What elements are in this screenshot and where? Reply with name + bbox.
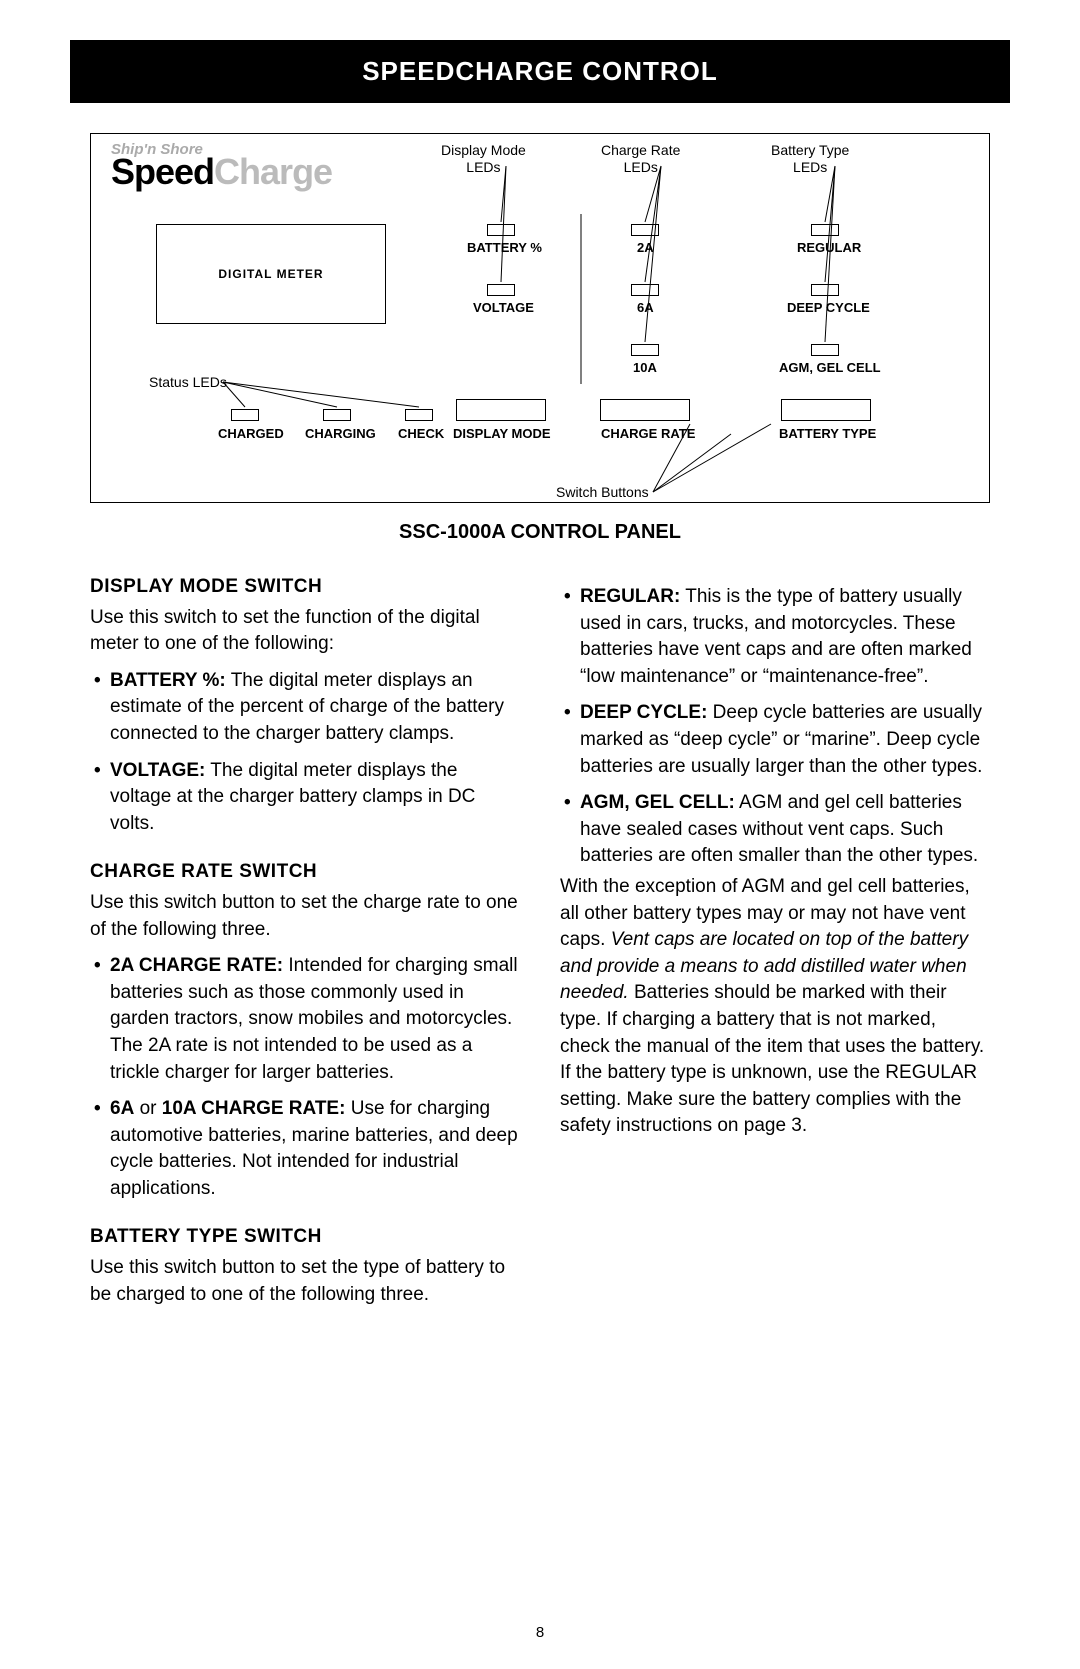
callout-switch: Switch Buttons (556, 484, 649, 501)
led-voltage (487, 284, 515, 296)
para-display-mode: Use this switch to set the function of t… (90, 605, 520, 658)
label-agm: AGM, GEL CELL (779, 360, 881, 375)
digital-meter: DIGITAL METER (156, 224, 386, 324)
item-regular: REGULAR: This is the type of battery usu… (560, 584, 990, 690)
callout-battery-type: Battery TypeLEDs (771, 142, 849, 176)
item-6a-10a: 6A or 10A CHARGE RATE: Use for charging … (90, 1096, 520, 1202)
label-6a: 6A (637, 300, 654, 315)
item-2a: 2A CHARGE RATE: Intended for charging sm… (90, 953, 520, 1086)
callout-display-mode: Display ModeLEDs (441, 142, 526, 176)
led-agm (811, 344, 839, 356)
label-charging: CHARGING (305, 426, 376, 441)
panel-title: SSC-1000A CONTROL PANEL (90, 521, 990, 544)
item-voltage: VOLTAGE: The digital meter displays the … (90, 758, 520, 838)
header-bar: SPEEDCHARGE CONTROL (70, 40, 1010, 103)
para-vent-caps: With the exception of AGM and gel cell b… (560, 874, 990, 1140)
logo-speed: Speed (111, 151, 214, 192)
led-2a (631, 224, 659, 236)
led-battery-pct (487, 224, 515, 236)
label-voltage: VOLTAGE (473, 300, 534, 315)
led-charged (231, 409, 259, 421)
logo: Ship'n Shore SpeedCharge (111, 144, 332, 187)
callout-status: Status LEDs (149, 374, 227, 391)
header-title: SPEEDCHARGE CONTROL (362, 56, 718, 86)
para-battery-type: Use this switch button to set the type o… (90, 1255, 520, 1308)
heading-display-mode: DISPLAY MODE SWITCH (90, 574, 520, 601)
label-btn-display-mode: DISPLAY MODE (453, 426, 551, 441)
button-battery-type (781, 399, 871, 421)
label-btn-charge-rate: CHARGE RATE (601, 426, 695, 441)
label-check: CHECK (398, 426, 444, 441)
label-regular: REGULAR (797, 240, 861, 255)
led-charging (323, 409, 351, 421)
logo-charge: Charge (214, 151, 332, 192)
label-10a: 10A (633, 360, 657, 375)
label-btn-battery-type: BATTERY TYPE (779, 426, 876, 441)
label-deep-cycle: DEEP CYCLE (787, 300, 870, 315)
label-charged: CHARGED (218, 426, 284, 441)
right-column: REGULAR: This is the type of battery usu… (560, 574, 990, 1308)
item-agm: AGM, GEL CELL: AGM and gel cell batterie… (560, 790, 990, 870)
para-charge-rate: Use this switch button to set the charge… (90, 890, 520, 943)
led-regular (811, 224, 839, 236)
page-number: 8 (0, 1624, 1080, 1641)
led-10a (631, 344, 659, 356)
control-panel-diagram: Ship'n Shore SpeedCharge Display ModeLED… (90, 133, 990, 503)
led-6a (631, 284, 659, 296)
item-deep-cycle: DEEP CYCLE: Deep cycle batteries are usu… (560, 700, 990, 780)
callout-charge-rate: Charge RateLEDs (601, 142, 680, 176)
led-deep-cycle (811, 284, 839, 296)
heading-battery-type: BATTERY TYPE SWITCH (90, 1224, 520, 1251)
left-column: DISPLAY MODE SWITCH Use this switch to s… (90, 574, 520, 1308)
diagram-container: Ship'n Shore SpeedCharge Display ModeLED… (70, 133, 1010, 544)
button-charge-rate (600, 399, 690, 421)
led-check (405, 409, 433, 421)
content-columns: DISPLAY MODE SWITCH Use this switch to s… (70, 574, 1010, 1308)
item-battery-pct: BATTERY %: The digital meter displays an… (90, 668, 520, 748)
label-battery-pct: BATTERY % (467, 240, 542, 255)
button-display-mode (456, 399, 546, 421)
heading-charge-rate: CHARGE RATE SWITCH (90, 859, 520, 886)
label-2a: 2A (637, 240, 654, 255)
